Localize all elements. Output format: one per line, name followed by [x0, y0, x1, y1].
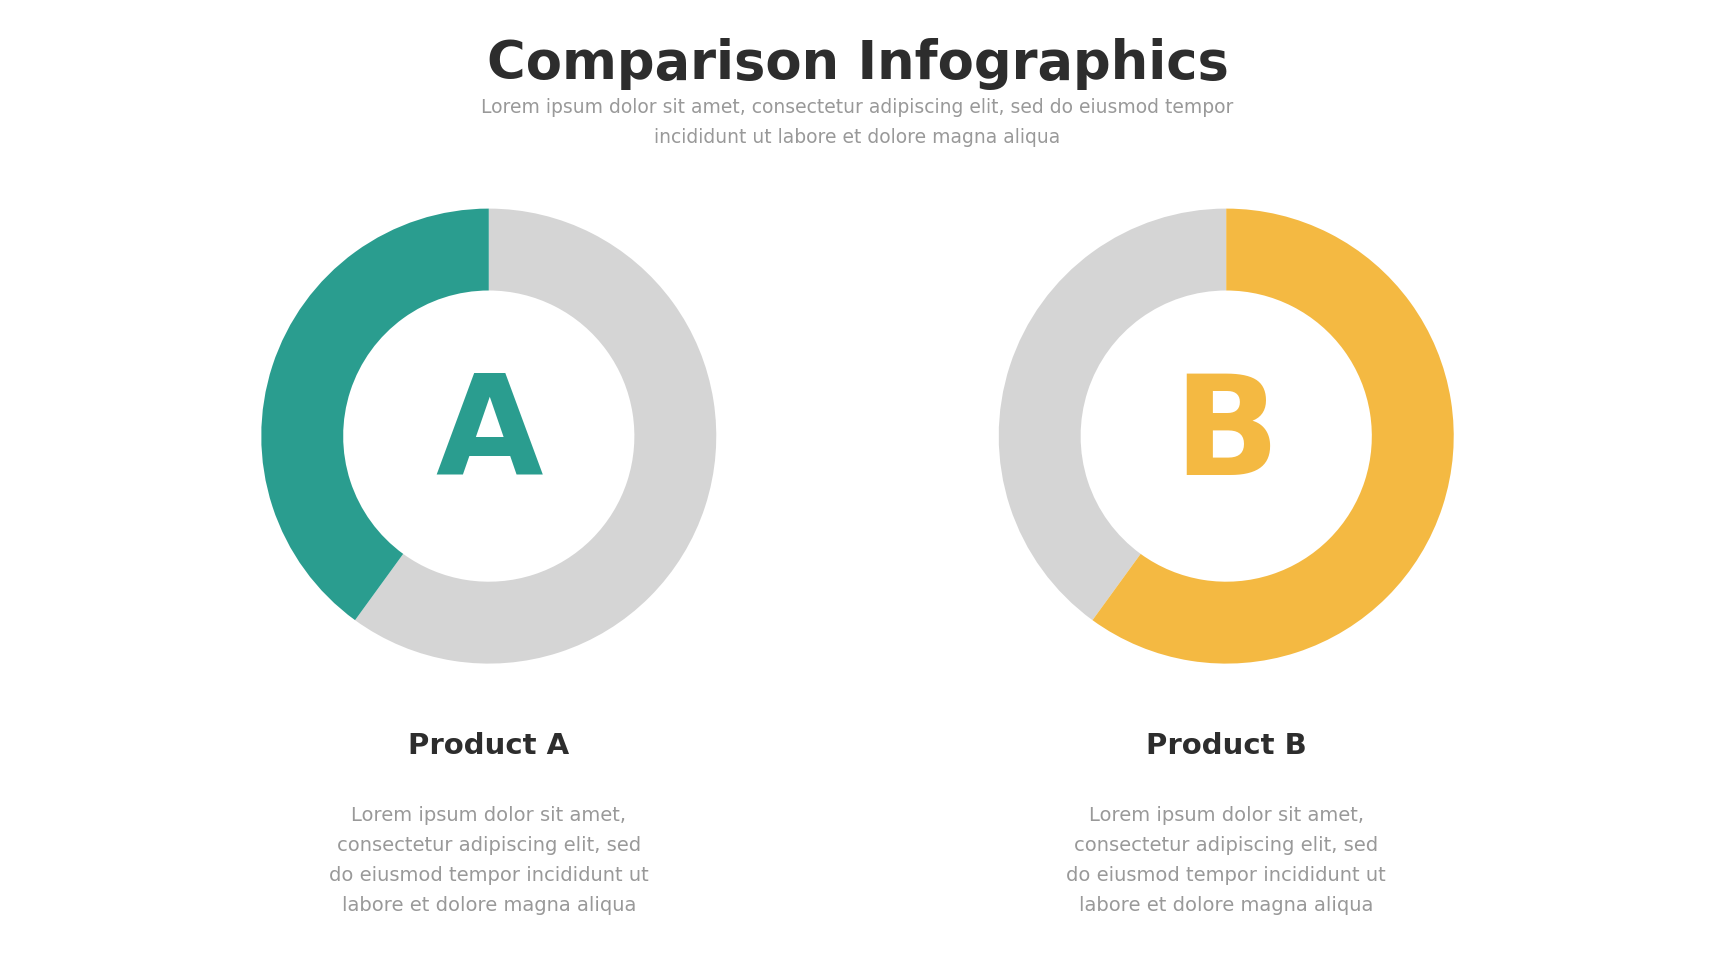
- Text: Lorem ipsum dolor sit amet,
consectetur adipiscing elit, sed
do eiusmod tempor i: Lorem ipsum dolor sit amet, consectetur …: [329, 806, 648, 915]
- Wedge shape: [998, 209, 1226, 620]
- Wedge shape: [1092, 209, 1453, 663]
- Wedge shape: [261, 209, 488, 620]
- Text: Lorem ipsum dolor sit amet,
consectetur adipiscing elit, sed
do eiusmod tempor i: Lorem ipsum dolor sit amet, consectetur …: [1066, 806, 1385, 915]
- Text: Product B: Product B: [1145, 732, 1306, 760]
- Text: A: A: [435, 368, 542, 504]
- Text: Lorem ipsum dolor sit amet, consectetur adipiscing elit, sed do eiusmod tempor
i: Lorem ipsum dolor sit amet, consectetur …: [482, 98, 1232, 147]
- Text: B: B: [1172, 368, 1279, 504]
- Text: Product A: Product A: [408, 732, 569, 760]
- Wedge shape: [355, 209, 716, 663]
- Text: Comparison Infographics: Comparison Infographics: [487, 37, 1227, 90]
